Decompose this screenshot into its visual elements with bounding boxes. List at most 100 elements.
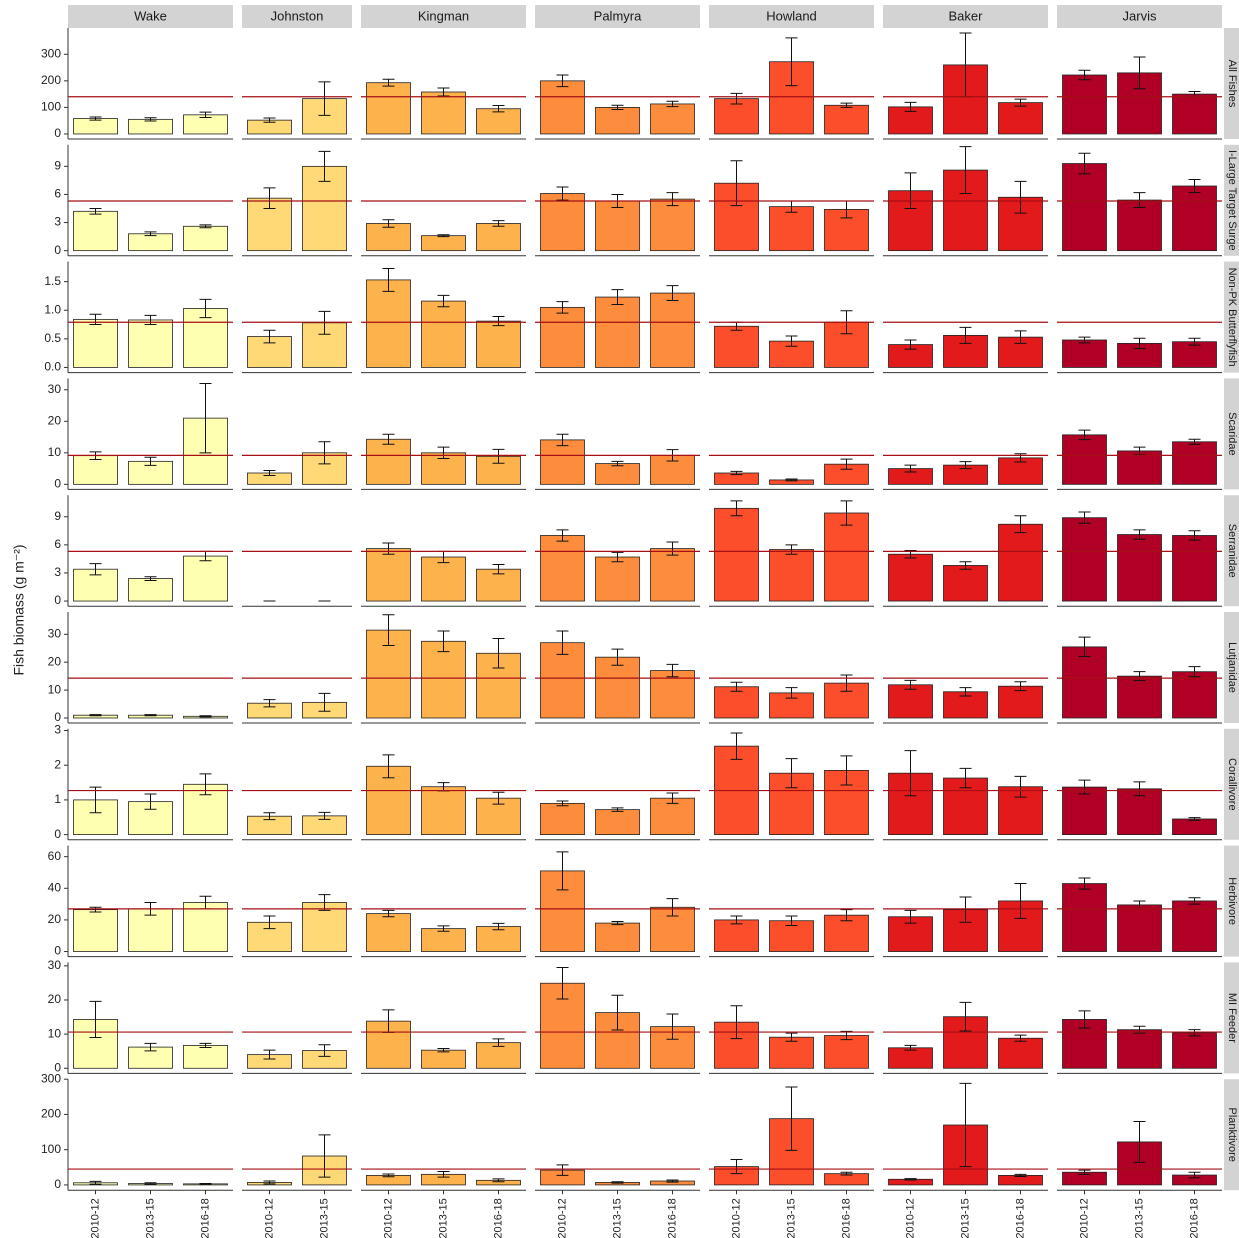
bar — [998, 102, 1043, 135]
error-bar — [1188, 1171, 1201, 1179]
error-bar — [437, 446, 450, 459]
error-bar — [1188, 530, 1201, 541]
y-tick-label: 0 — [54, 1177, 61, 1191]
x-tick-label: 2010-12 — [382, 1198, 394, 1238]
error-bar — [89, 563, 102, 576]
error-bar — [611, 994, 624, 1031]
bar — [73, 909, 118, 952]
bar — [650, 103, 695, 135]
y-tick-label: 0.5 — [44, 331, 61, 345]
bar — [1117, 534, 1162, 602]
error-bar — [666, 192, 679, 207]
error-bar — [785, 37, 798, 87]
error-bar — [1133, 192, 1146, 209]
bar — [128, 319, 173, 368]
error-bar — [959, 687, 972, 697]
error-bar — [199, 111, 212, 118]
error-bar — [904, 909, 917, 924]
error-bar — [785, 335, 798, 347]
y-tick-label: 30 — [48, 958, 62, 972]
y-tick-label: 1.0 — [44, 302, 61, 316]
bar — [769, 1036, 814, 1069]
error-bar — [1188, 178, 1201, 194]
error-bar — [611, 460, 624, 467]
y-tick-label: 40 — [48, 880, 62, 894]
y-tick-label: 20 — [48, 413, 62, 427]
error-bar — [1078, 69, 1091, 81]
strip-label: Baker — [949, 8, 984, 23]
x-tick-label: 2013-15 — [318, 1198, 330, 1238]
error-bar — [318, 894, 331, 911]
bar — [824, 512, 869, 602]
x-tick-label: 2010-12 — [730, 1198, 742, 1238]
error-bar — [666, 898, 679, 917]
bar — [714, 507, 759, 602]
error-bar — [492, 220, 505, 227]
error-bar — [785, 1032, 798, 1042]
error-bar — [199, 715, 212, 718]
bar — [888, 1047, 933, 1069]
bar — [1117, 199, 1162, 252]
bar — [366, 82, 411, 135]
error-bar — [1014, 775, 1027, 798]
bar — [714, 325, 759, 368]
y-tick-label: 6 — [54, 187, 61, 201]
error-bar — [666, 792, 679, 804]
error-bar — [1014, 98, 1027, 107]
error-bar — [666, 541, 679, 556]
bar — [1172, 1032, 1217, 1069]
y-tick-label: 10 — [48, 682, 62, 696]
y-tick-label: 20 — [48, 654, 62, 668]
bar — [421, 1049, 466, 1069]
bar — [128, 233, 173, 252]
bar — [595, 922, 640, 952]
x-tick-label: 2016-18 — [1014, 1198, 1026, 1238]
bar — [366, 548, 411, 602]
error-bar — [199, 773, 212, 796]
bar — [769, 206, 814, 252]
y-tick-label: 100 — [41, 100, 61, 114]
error-bar — [730, 915, 743, 925]
error-bar — [382, 433, 395, 445]
bar — [73, 118, 118, 135]
error-bar — [1188, 337, 1201, 346]
error-bar — [263, 117, 276, 123]
error-bar — [556, 967, 569, 1000]
bar — [1062, 74, 1107, 135]
error-bar — [959, 896, 972, 923]
bar — [998, 685, 1043, 719]
error-bar — [730, 732, 743, 760]
bar — [1172, 671, 1217, 719]
error-bar — [1188, 817, 1201, 821]
error-bar — [437, 294, 450, 308]
error-bar — [959, 461, 972, 470]
error-bar — [785, 478, 798, 482]
error-bar — [959, 1082, 972, 1168]
error-bar — [904, 464, 917, 473]
error-bar — [492, 791, 505, 805]
error-bar — [492, 448, 505, 464]
x-tick-label: 2013-15 — [437, 1198, 449, 1238]
error-bar — [611, 920, 624, 926]
error-bar — [437, 234, 450, 238]
error-bar — [1133, 1120, 1146, 1163]
bar — [1117, 1029, 1162, 1069]
bar — [73, 455, 118, 485]
error-bar — [1078, 511, 1091, 524]
strip-label: Palmyra — [594, 8, 642, 23]
error-bar — [1188, 438, 1201, 445]
error-bar — [492, 637, 505, 669]
bar — [540, 80, 585, 135]
error-bar — [1078, 1169, 1091, 1175]
error-bar — [318, 811, 331, 820]
bar — [888, 684, 933, 719]
error-bar — [382, 267, 395, 292]
error-bar — [904, 339, 917, 350]
error-bar — [1078, 877, 1091, 890]
y-tick-label: 0 — [54, 1060, 61, 1074]
error-bar — [89, 116, 102, 121]
bar — [824, 1035, 869, 1069]
error-bar — [730, 160, 743, 207]
bar — [888, 553, 933, 602]
